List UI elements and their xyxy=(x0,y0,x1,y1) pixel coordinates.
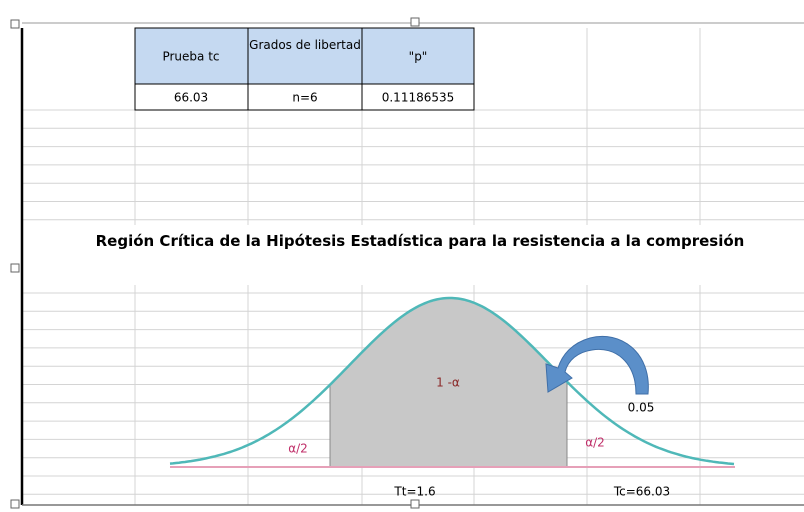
header-cell: Prueba tc xyxy=(162,50,219,64)
cell: 0.11186535 xyxy=(382,91,455,105)
title-area xyxy=(22,225,804,285)
cell: 66.03 xyxy=(174,91,208,105)
arrow xyxy=(545,336,649,395)
cell: n=6 xyxy=(292,91,317,105)
handle[interactable] xyxy=(10,263,20,273)
tail-label: α/2 xyxy=(288,442,308,456)
tc-label: Tc=66.03 xyxy=(613,485,670,499)
tail-label: α/2 xyxy=(585,436,605,450)
center-label: 1 -α xyxy=(436,376,460,390)
table-header-bg xyxy=(134,27,475,85)
title-wrap: Región Crítica de la Hipótesis Estadísti… xyxy=(95,232,745,250)
handle[interactable] xyxy=(410,17,420,27)
handle[interactable] xyxy=(410,499,420,509)
normal-curve xyxy=(169,296,735,466)
tt-label: Tt=1.6 xyxy=(393,485,435,499)
header-cell: "p" xyxy=(409,50,428,64)
diagram-title: Región Crítica de la Hipótesis Estadísti… xyxy=(95,232,745,250)
header-cell-wrap: Grados de libertad xyxy=(249,38,361,52)
handle[interactable] xyxy=(10,19,20,29)
table-row-bg xyxy=(134,83,475,111)
handle[interactable] xyxy=(10,499,20,509)
significance-label: 0.05 xyxy=(628,401,655,415)
header-cell: Grados de libertad xyxy=(249,38,361,52)
